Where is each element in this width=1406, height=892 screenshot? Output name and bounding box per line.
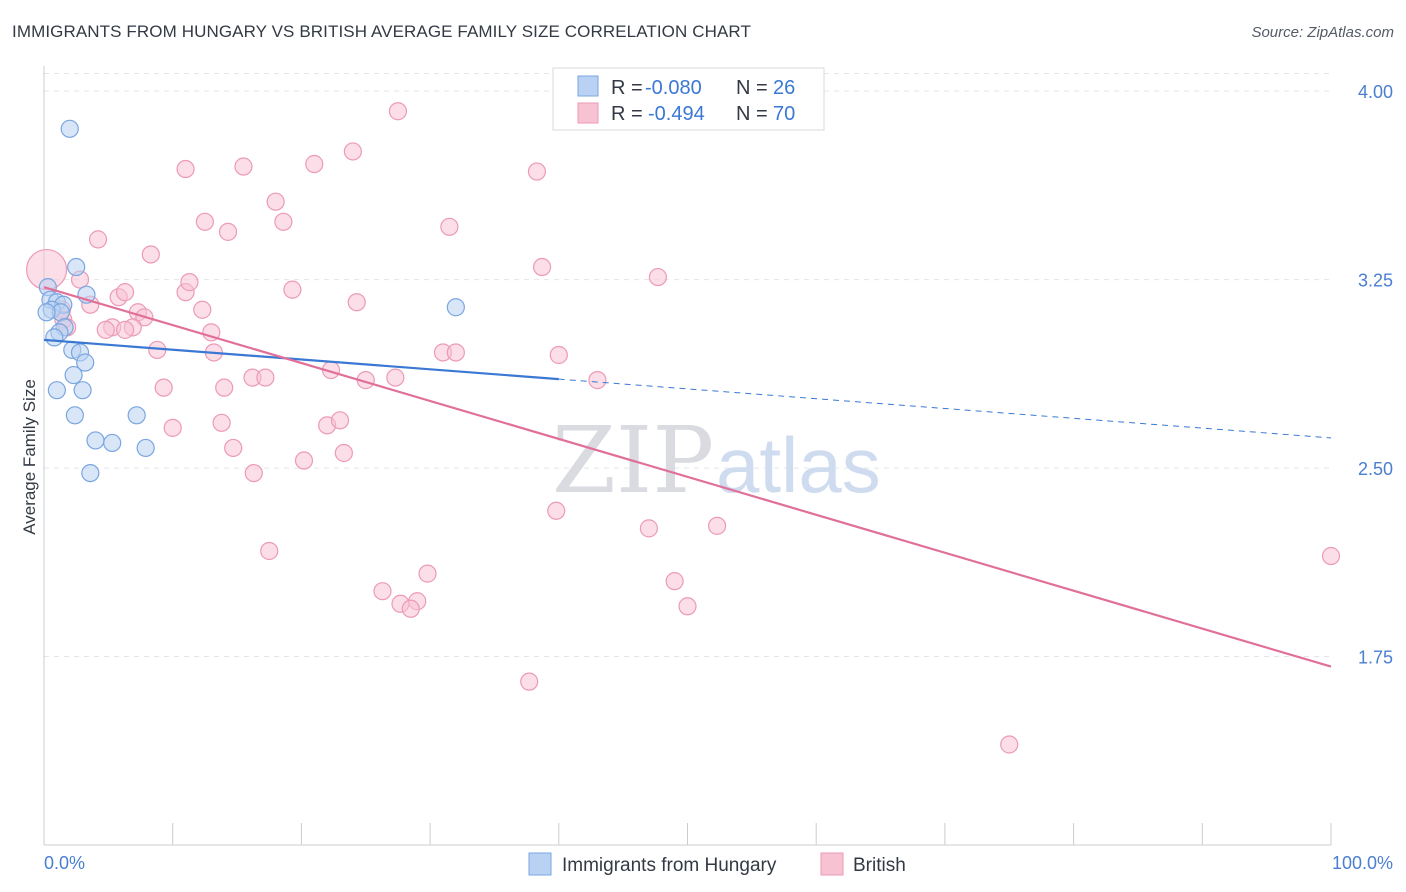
british-point [154, 378, 173, 397]
british-point [588, 371, 607, 390]
british-point [347, 293, 366, 312]
watermark: ZIP atlas [552, 407, 881, 514]
hungary-point [64, 365, 83, 385]
bottom-legend-label-british: British [853, 855, 906, 876]
trend-lines [43, 286, 1332, 668]
hungary-trend-line [43, 338, 559, 381]
legend-r-value-hungary: -0.080 [645, 77, 702, 99]
hungary-point [60, 119, 79, 138]
british-point [386, 368, 405, 387]
hungary-point [65, 406, 84, 425]
hungary-point [76, 353, 95, 372]
y-tick-label: 1.75 [1358, 648, 1393, 668]
legend-n-value-hungary: 26 [773, 77, 795, 99]
british-point [176, 159, 195, 179]
british-point [294, 451, 314, 470]
hungary-point [127, 406, 146, 425]
british-point [547, 501, 566, 520]
british-point [163, 418, 182, 437]
british-point [678, 597, 697, 616]
hungary-point [103, 433, 122, 453]
y-tick-label: 4.00 [1358, 82, 1393, 102]
british-point [388, 102, 408, 121]
bottom-legend-swatch-hungary [528, 852, 552, 876]
british-point [1321, 546, 1341, 566]
hungary-point [45, 328, 64, 347]
british-point [115, 320, 135, 339]
british-point [218, 222, 238, 241]
british-point [115, 283, 135, 302]
legend-swatch-hungary [577, 75, 599, 97]
stats-legend: R = -0.080 N = 26 R = -0.494 N = 70 [552, 67, 825, 131]
british-point [305, 154, 324, 174]
british-point [532, 257, 552, 277]
hungary-point [136, 438, 155, 458]
hungary-point [67, 257, 86, 277]
hungary-point [446, 298, 465, 317]
source-credit: Source: ZipAtlas.com [1251, 24, 1394, 41]
british-point [274, 212, 293, 231]
british-point [373, 582, 392, 601]
chart-title: IMMIGRANTS FROM HUNGARY VS BRITISH AVERA… [12, 22, 751, 41]
british-point [343, 142, 362, 161]
british-point [639, 519, 658, 538]
x-tick-labels: 0.0% 100.0% [44, 853, 1393, 873]
y-tick-label: 2.50 [1358, 459, 1393, 479]
british-point [648, 267, 667, 287]
legend-r-value-british: -0.494 [648, 103, 705, 125]
british-point [88, 230, 108, 249]
british-point [708, 516, 727, 535]
hungary-point [37, 303, 56, 322]
y-axis-label: Average Family Size [20, 379, 39, 535]
british-point [665, 572, 684, 591]
british-point [1000, 735, 1019, 754]
british-point [401, 599, 420, 618]
hungary-point [81, 463, 100, 483]
x-tick-label-end: 100.0% [1332, 853, 1393, 873]
hungary-point [86, 431, 105, 450]
hungary-trend-extension [558, 378, 1332, 439]
legend-n-value-british: 70 [773, 103, 795, 125]
british-point [193, 300, 212, 319]
british-point [283, 280, 302, 299]
british-point [256, 368, 275, 387]
x-tick-label-start: 0.0% [44, 853, 85, 873]
british-point [180, 273, 199, 292]
legend-r-label-british: R = [611, 103, 643, 125]
british-point [96, 320, 115, 339]
british-point [266, 192, 285, 211]
british-point [418, 564, 437, 583]
british-point [141, 245, 160, 264]
watermark-atlas: atlas [716, 421, 881, 509]
british-point [212, 413, 231, 432]
bottom-legend-label-hungary: Immigrants from Hungary [562, 855, 777, 876]
british-point [260, 541, 279, 561]
british-point [215, 378, 234, 397]
british-point [440, 217, 459, 236]
series-legend: Immigrants from Hungary British [528, 852, 906, 876]
legend-swatch-british [577, 102, 599, 124]
british-trend-line [43, 286, 1332, 668]
british-point [520, 672, 539, 691]
british-point [224, 438, 243, 458]
hungary-point [47, 381, 66, 400]
british-point [549, 345, 568, 365]
axes [43, 66, 1332, 846]
british-point [330, 411, 350, 430]
y-tick-label: 3.25 [1358, 271, 1393, 291]
scatter-points [25, 102, 1341, 754]
y-tick-labels: 1.75 2.50 3.25 4.00 [1358, 82, 1393, 667]
legend-r-label-hungary: R = [611, 77, 643, 99]
british-point [234, 157, 253, 176]
british-point [244, 463, 263, 483]
legend-n-label-hungary: N = [736, 77, 768, 99]
british-point [334, 443, 353, 463]
hungary-point [73, 381, 92, 400]
british-point [446, 343, 465, 362]
legend-n-label-british: N = [736, 103, 768, 125]
british-point [195, 212, 214, 231]
bottom-legend-swatch-british [820, 852, 844, 876]
british-point [527, 162, 547, 181]
